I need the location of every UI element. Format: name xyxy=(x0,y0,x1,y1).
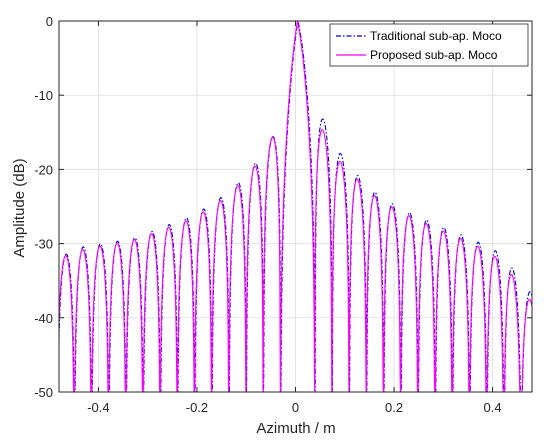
y-tick-label: 0 xyxy=(46,14,53,29)
y-axis-label: Amplitude (dB) xyxy=(11,158,28,257)
x-axis-ticks: -0.4 -0.2 0 0.2 0.4 xyxy=(87,21,502,415)
x-tick-label: 0.4 xyxy=(484,400,502,415)
x-tick-label: -0.2 xyxy=(186,400,208,415)
y-tick-label: -10 xyxy=(34,88,53,103)
series-layer xyxy=(59,21,532,392)
legend-label-proposed: Proposed sub-ap. Moco xyxy=(370,48,498,62)
y-tick-label: -50 xyxy=(34,385,53,400)
x-tick-label: -0.4 xyxy=(87,400,109,415)
series-line-proposed xyxy=(59,21,532,392)
x-tick-label: 0 xyxy=(292,400,299,415)
x-axis-label: Azimuth / m xyxy=(256,420,335,437)
legend-label-traditional: Traditional sub-ap. Moco xyxy=(370,29,502,43)
y-tick-label: -40 xyxy=(34,311,53,326)
x-tick-label: 0.2 xyxy=(385,400,403,415)
y-tick-label: -20 xyxy=(34,162,53,177)
legend: Traditional sub-ap. Moco Proposed sub-ap… xyxy=(329,23,529,67)
y-axis-ticks: 0 -10 -20 -30 -40 -50 xyxy=(34,14,532,400)
y-tick-label: -30 xyxy=(34,237,53,252)
legend-box xyxy=(329,23,529,67)
